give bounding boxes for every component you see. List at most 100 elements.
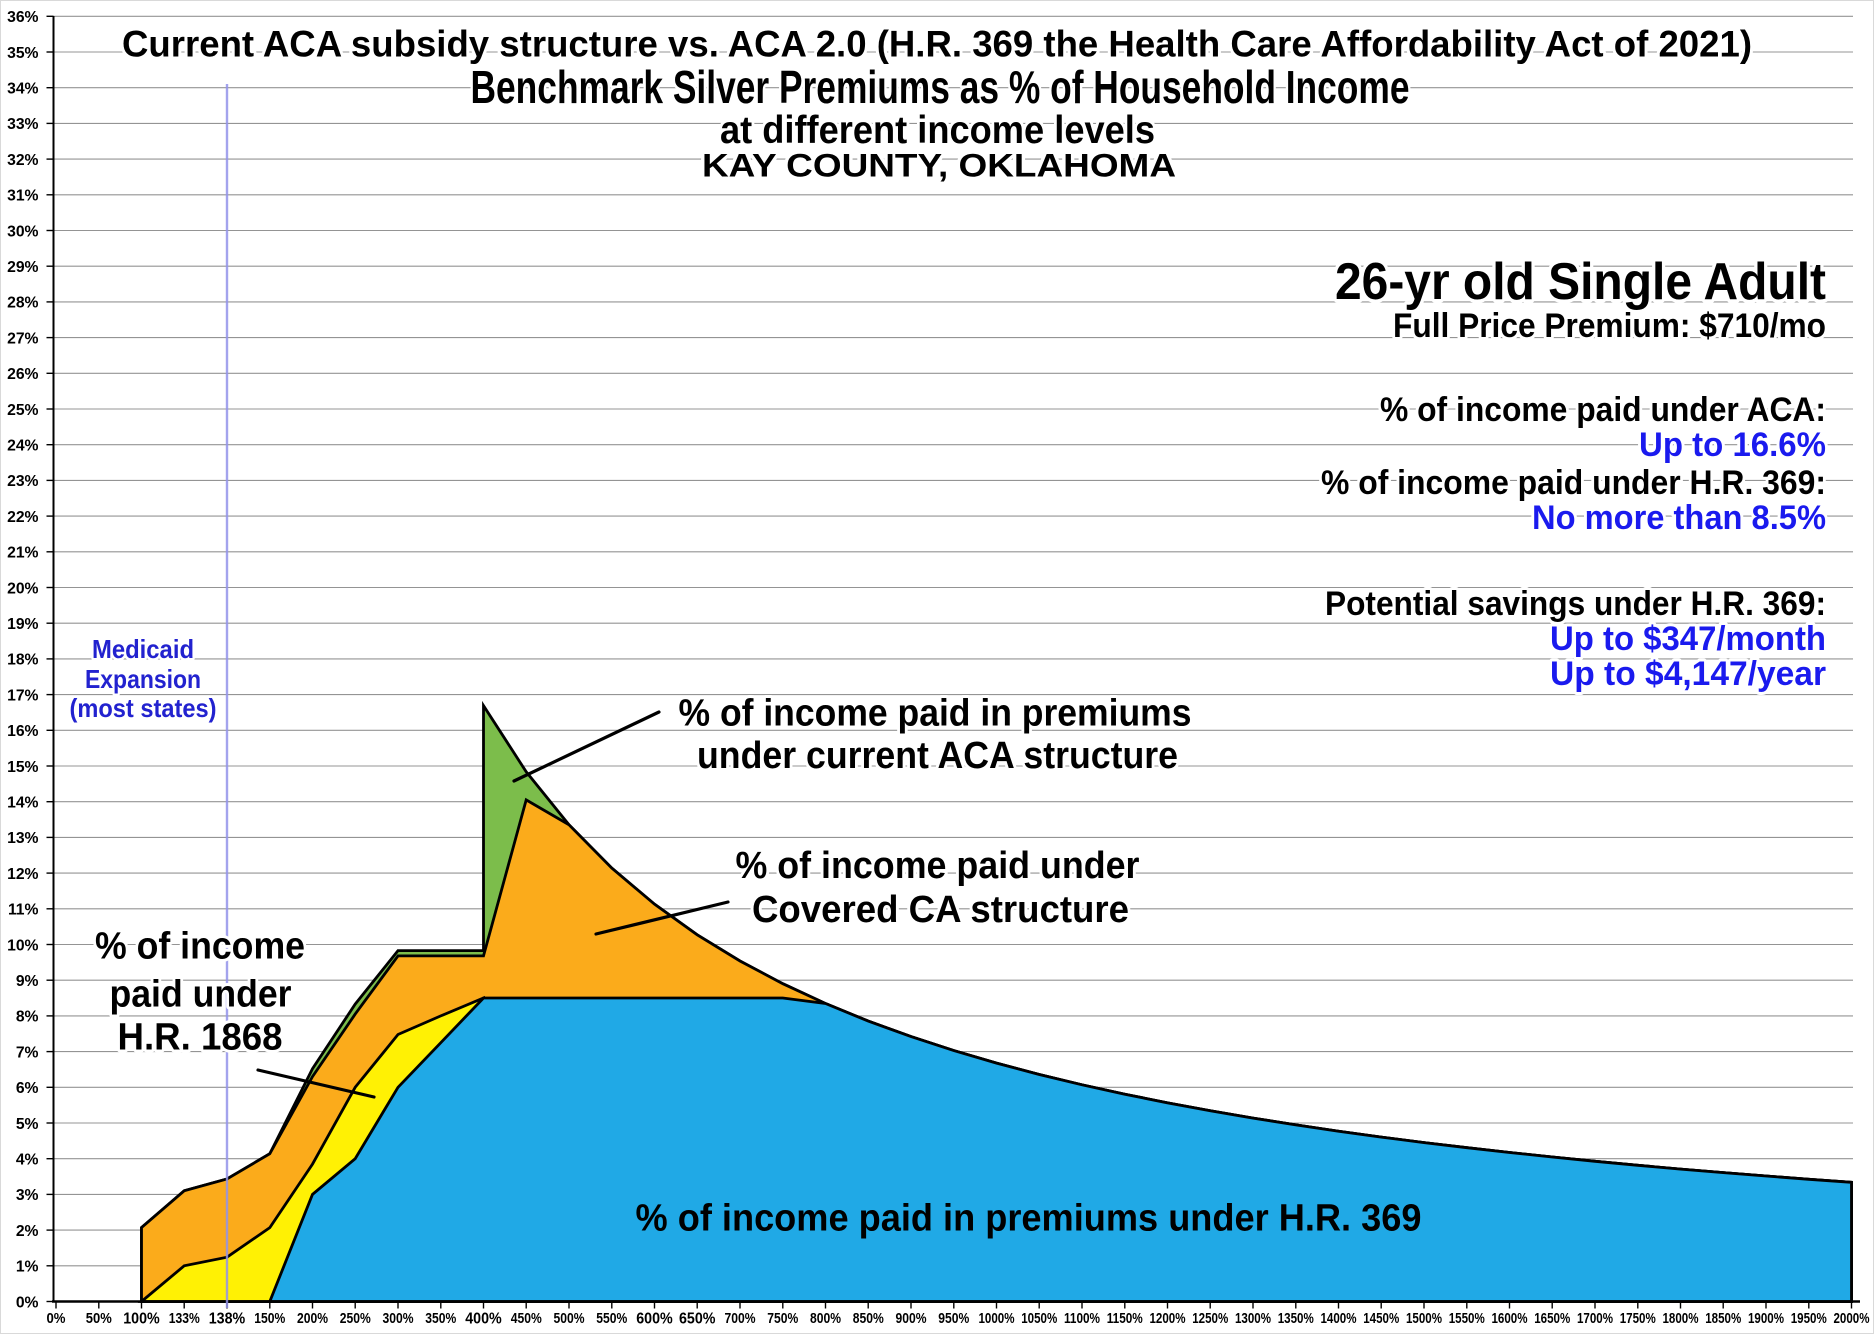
svg-text:1350%: 1350%	[1278, 1311, 1314, 1327]
svg-text:15%: 15%	[7, 759, 38, 776]
svg-text:Up to $4,147/year: Up to $4,147/year	[1550, 655, 1826, 693]
svg-text:Current ACA subsidy structure: Current ACA subsidy structure vs. ACA 2.…	[122, 24, 1752, 65]
svg-text:1700%: 1700%	[1577, 1311, 1613, 1327]
svg-text:950%: 950%	[938, 1311, 969, 1327]
svg-text:1050%: 1050%	[1021, 1311, 1057, 1327]
svg-text:1400%: 1400%	[1321, 1311, 1357, 1327]
svg-text:33%: 33%	[7, 116, 38, 133]
svg-text:1450%: 1450%	[1363, 1311, 1399, 1327]
svg-text:Full Price Premium: $710/mo: Full Price Premium: $710/mo	[1393, 307, 1826, 345]
svg-text:% of income paid under: % of income paid under	[736, 845, 1140, 887]
svg-text:Expansion: Expansion	[85, 664, 201, 694]
svg-text:30%: 30%	[7, 223, 38, 240]
svg-text:% of income: % of income	[95, 926, 305, 968]
svg-text:1300%: 1300%	[1235, 1311, 1271, 1327]
svg-text:250%: 250%	[340, 1311, 371, 1327]
svg-text:Potential savings under H.R. 3: Potential savings under H.R. 369:	[1325, 585, 1826, 623]
svg-text:6%: 6%	[16, 1080, 39, 1097]
svg-text:9%: 9%	[16, 973, 39, 990]
svg-text:36%: 36%	[7, 9, 38, 26]
svg-text:27%: 27%	[7, 330, 38, 347]
svg-text:34%: 34%	[7, 81, 38, 98]
svg-text:23%: 23%	[7, 473, 38, 490]
svg-text:1750%: 1750%	[1620, 1311, 1656, 1327]
svg-text:1550%: 1550%	[1449, 1311, 1485, 1327]
svg-text:133%: 133%	[169, 1311, 200, 1327]
svg-text:18%: 18%	[7, 652, 38, 669]
svg-text:300%: 300%	[383, 1311, 414, 1327]
svg-text:1%: 1%	[16, 1259, 39, 1276]
svg-text:Up to $347/month: Up to $347/month	[1550, 620, 1826, 658]
svg-text:1000%: 1000%	[979, 1311, 1015, 1327]
svg-text:1650%: 1650%	[1534, 1311, 1570, 1327]
svg-text:(most states): (most states)	[70, 693, 217, 723]
svg-text:35%: 35%	[7, 45, 38, 62]
svg-text:1100%: 1100%	[1064, 1311, 1100, 1327]
svg-text:550%: 550%	[596, 1311, 627, 1327]
svg-text:under current ACA structure: under current ACA structure	[697, 735, 1178, 777]
svg-text:1200%: 1200%	[1150, 1311, 1186, 1327]
svg-text:13%: 13%	[7, 830, 38, 847]
svg-text:1950%: 1950%	[1791, 1311, 1827, 1327]
svg-text:900%: 900%	[896, 1311, 927, 1327]
svg-text:650%: 650%	[679, 1311, 716, 1328]
svg-text:14%: 14%	[7, 795, 38, 812]
svg-text:16%: 16%	[7, 723, 38, 740]
svg-text:32%: 32%	[7, 152, 38, 169]
svg-text:100%: 100%	[123, 1311, 160, 1328]
svg-text:Up to 16.6%: Up to 16.6%	[1639, 426, 1826, 464]
svg-text:at different income levels: at different income levels	[720, 109, 1155, 152]
svg-text:11%: 11%	[8, 902, 39, 919]
svg-text:29%: 29%	[7, 259, 38, 276]
svg-text:20%: 20%	[7, 580, 38, 597]
svg-text:Benchmark Silver Premiums as %: Benchmark Silver Premiums as % of Househ…	[471, 61, 1410, 113]
svg-text:800%: 800%	[810, 1311, 841, 1327]
svg-text:22%: 22%	[7, 509, 38, 526]
svg-text:1250%: 1250%	[1192, 1311, 1228, 1327]
svg-text:138%: 138%	[209, 1311, 246, 1328]
svg-text:0%: 0%	[16, 1294, 39, 1311]
svg-text:8%: 8%	[16, 1009, 39, 1026]
svg-text:150%: 150%	[254, 1311, 285, 1327]
svg-text:400%: 400%	[465, 1311, 502, 1328]
svg-text:paid under: paid under	[110, 974, 292, 1016]
svg-text:4%: 4%	[16, 1152, 39, 1169]
svg-text:1600%: 1600%	[1492, 1311, 1528, 1327]
svg-text:3%: 3%	[16, 1187, 39, 1204]
svg-text:Covered CA structure: Covered CA structure	[752, 889, 1129, 931]
svg-text:600%: 600%	[636, 1311, 673, 1328]
svg-text:50%: 50%	[86, 1311, 112, 1327]
svg-text:% of income paid in premiums u: % of income paid in premiums under H.R. …	[636, 1198, 1422, 1240]
svg-text:% of income paid in premiums: % of income paid in premiums	[679, 693, 1192, 735]
svg-text:No more than 8.5%: No more than 8.5%	[1532, 499, 1826, 537]
svg-text:17%: 17%	[7, 687, 38, 704]
svg-text:500%: 500%	[554, 1311, 585, 1327]
svg-text:200%: 200%	[297, 1311, 328, 1327]
svg-text:700%: 700%	[725, 1311, 756, 1327]
svg-text:2%: 2%	[16, 1223, 39, 1240]
svg-text:750%: 750%	[767, 1311, 798, 1327]
svg-text:12%: 12%	[7, 866, 38, 883]
svg-text:1800%: 1800%	[1663, 1311, 1699, 1327]
svg-text:850%: 850%	[853, 1311, 884, 1327]
svg-text:19%: 19%	[7, 616, 38, 633]
svg-text:28%: 28%	[7, 295, 38, 312]
svg-text:1150%: 1150%	[1107, 1311, 1143, 1327]
svg-text:450%: 450%	[511, 1311, 542, 1327]
svg-text:Medicaid: Medicaid	[92, 634, 194, 664]
svg-text:31%: 31%	[7, 188, 38, 205]
svg-text:21%: 21%	[7, 545, 38, 562]
svg-text:10%: 10%	[7, 937, 38, 954]
svg-text:350%: 350%	[425, 1311, 456, 1327]
svg-text:2000%: 2000%	[1834, 1311, 1870, 1327]
svg-text:KAY COUNTY, OKLAHOMA: KAY COUNTY, OKLAHOMA	[702, 148, 1176, 184]
svg-text:24%: 24%	[7, 438, 38, 455]
svg-text:25%: 25%	[7, 402, 38, 419]
svg-text:1850%: 1850%	[1705, 1311, 1741, 1327]
svg-text:1500%: 1500%	[1406, 1311, 1442, 1327]
svg-text:% of income paid under H.R. 36: % of income paid under H.R. 369:	[1321, 464, 1826, 502]
svg-text:5%: 5%	[16, 1116, 39, 1133]
svg-text:7%: 7%	[16, 1044, 39, 1061]
svg-text:1900%: 1900%	[1748, 1311, 1784, 1327]
svg-text:0%: 0%	[47, 1311, 66, 1327]
